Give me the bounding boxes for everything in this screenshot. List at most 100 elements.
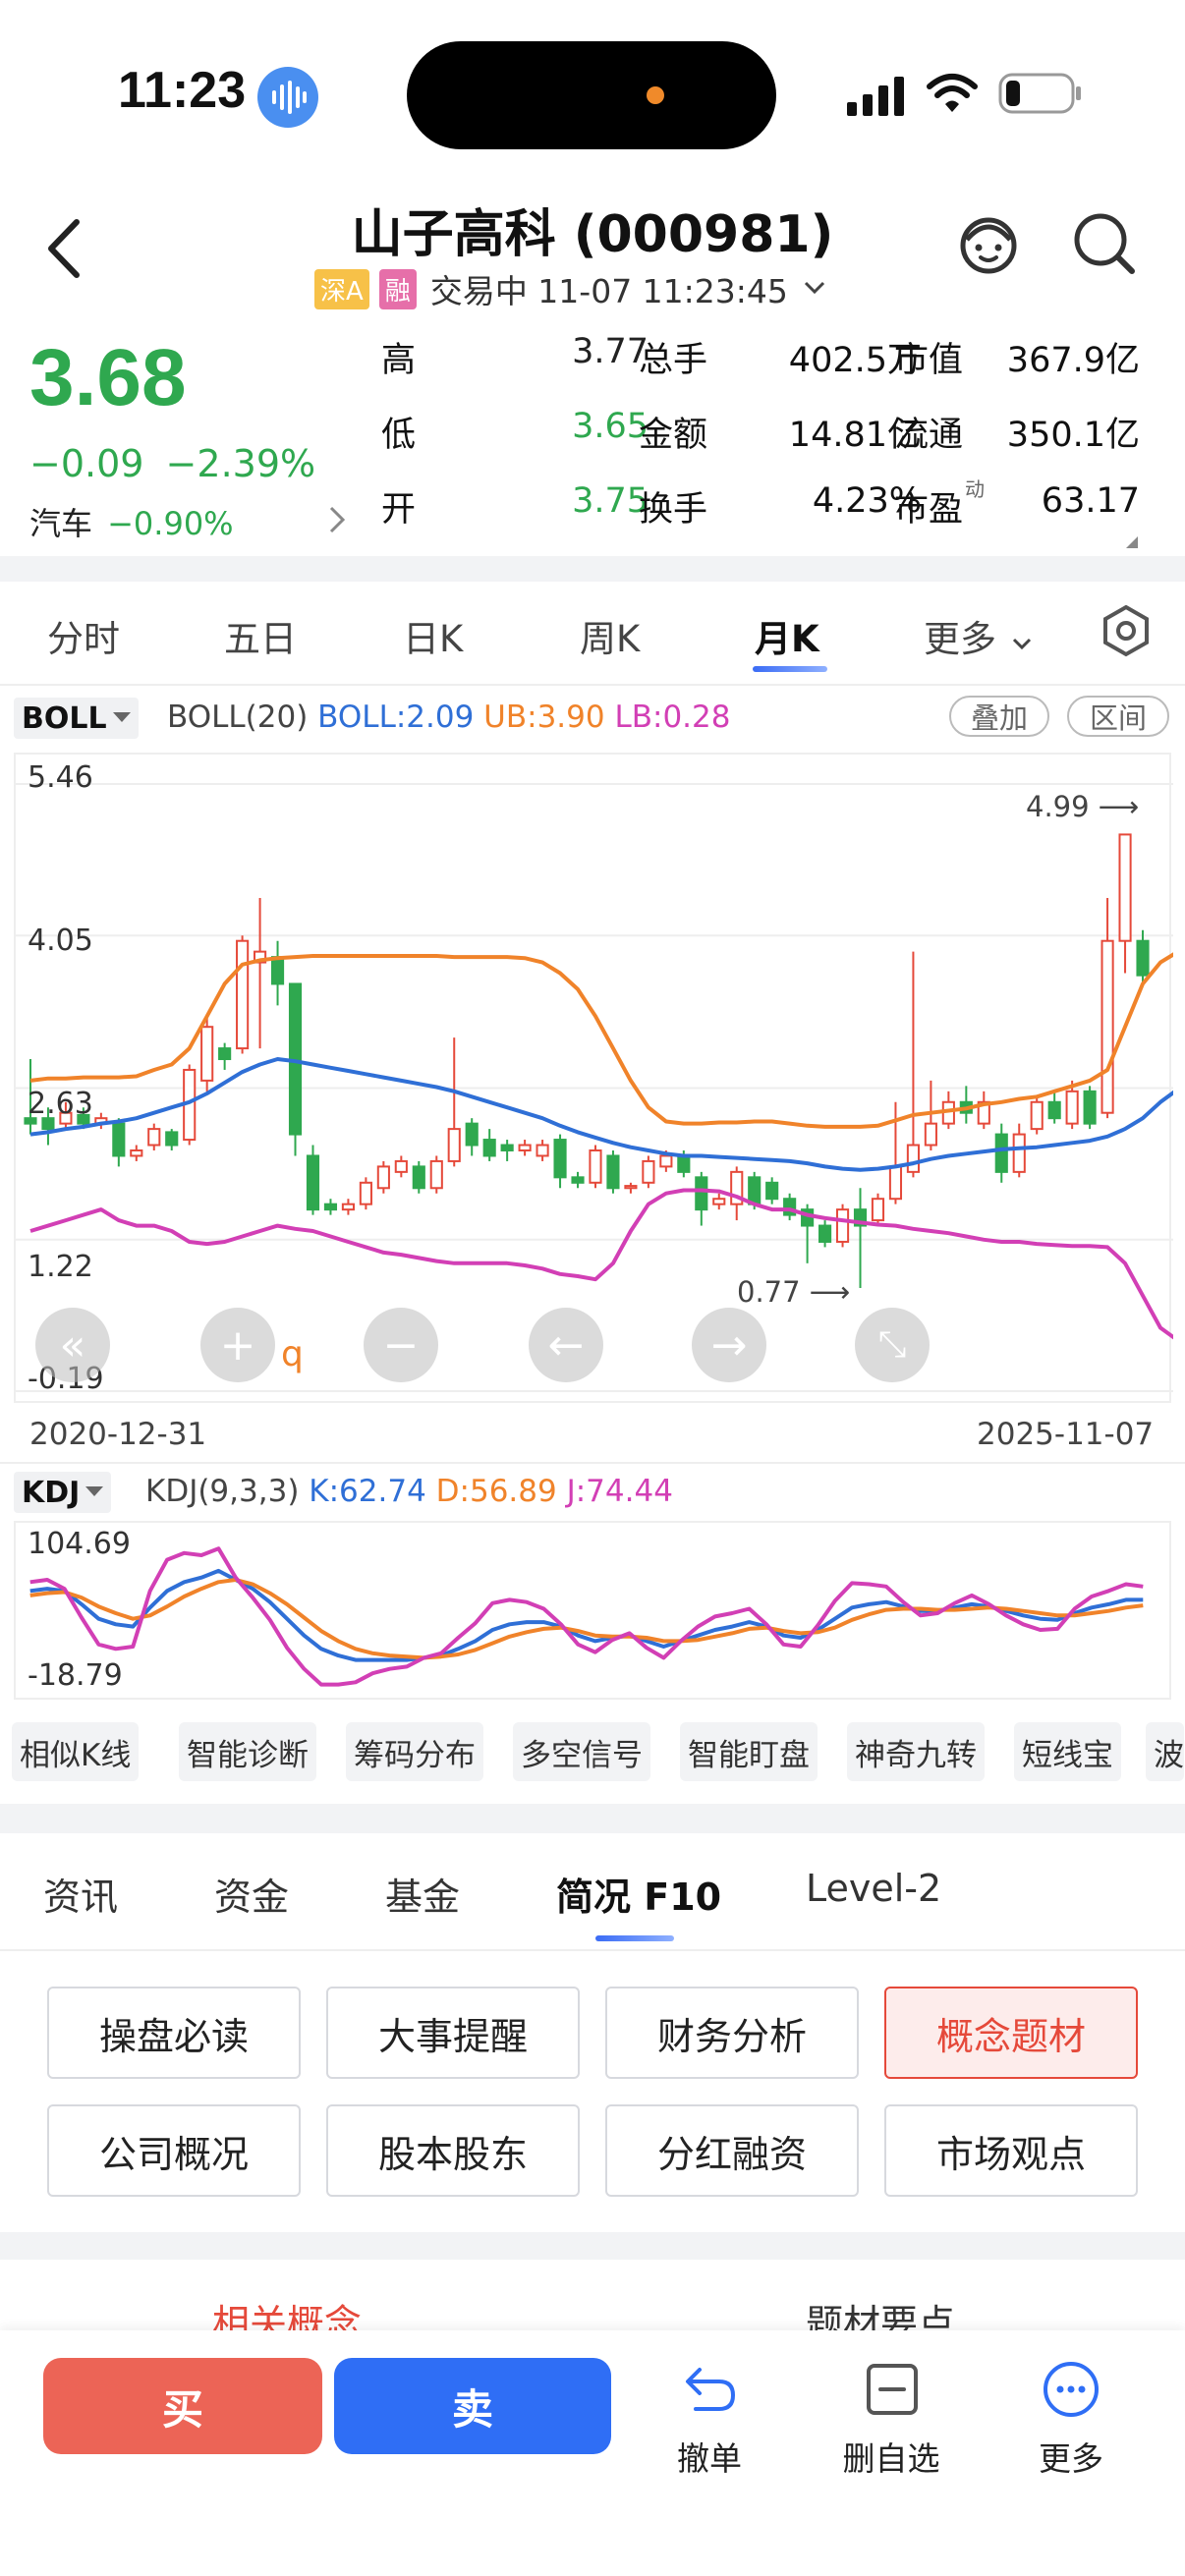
quote-table: 高 3.77 总手 402.5万 市值 367.9亿 低 3.65 金额 14.… xyxy=(381,332,1167,538)
quote-low: 3.65 xyxy=(572,407,649,446)
chevron-right-icon xyxy=(328,505,346,538)
zoom-out-button[interactable]: − xyxy=(364,1308,438,1382)
more-item[interactable]: 更多 xyxy=(1022,2352,1120,2490)
indicator-selector-kdj[interactable]: KDJ xyxy=(14,1472,112,1513)
tab-monthly-k[interactable]: 月K xyxy=(755,618,819,660)
robot-assistant-icon[interactable] xyxy=(955,210,1022,281)
cancel-order-label: 撤单 xyxy=(677,2439,742,2478)
tab-news[interactable]: 资讯 xyxy=(43,1876,119,1919)
low-marker: 0.77 ⟶ xyxy=(737,1275,850,1309)
remove-watchlist-item[interactable]: 删自选 xyxy=(827,2352,955,2490)
voice-icon xyxy=(257,67,318,128)
sector-link[interactable]: 汽车 −0.90% xyxy=(29,499,354,542)
tab-f10[interactable]: 简况 F10 xyxy=(556,1876,722,1919)
wifi-icon xyxy=(926,71,979,118)
candle-body xyxy=(165,1131,179,1147)
kdj-y-top: 104.69 xyxy=(28,1527,131,1561)
candle-body xyxy=(642,1159,655,1184)
quote-label: 高 xyxy=(381,341,417,380)
candle-body xyxy=(412,1165,425,1190)
candle-body xyxy=(465,1122,479,1147)
kline-chart[interactable]: 5.46 4.05 2.63 1.22 -0.19 4.99 ⟶ 0.77 ⟶ … xyxy=(14,753,1173,1403)
quote-market-cap: 367.9亿 xyxy=(1006,341,1140,380)
f10-shareholders[interactable]: 股本股东 xyxy=(326,2104,580,2197)
candle-body xyxy=(376,1165,390,1190)
dynamic-island xyxy=(407,41,776,149)
tab-intraday[interactable]: 分时 xyxy=(47,618,120,660)
tool-wave[interactable]: 波 xyxy=(1146,1722,1184,1781)
candle-body xyxy=(218,1047,232,1061)
tool-short-term[interactable]: 短线宝 xyxy=(1014,1722,1121,1781)
candle-body xyxy=(695,1176,708,1211)
fullscreen-button[interactable]: ⤡ xyxy=(855,1308,930,1382)
cancel-order-item[interactable]: 撤单 xyxy=(660,2352,759,2490)
candle-body xyxy=(888,1165,903,1201)
search-icon[interactable] xyxy=(1071,210,1138,281)
candle-body xyxy=(589,1148,602,1184)
boll-lb-value: LB:0.28 xyxy=(614,700,731,735)
candle-body xyxy=(677,1154,691,1173)
section-divider xyxy=(0,2232,1185,2260)
high-marker: 4.99 ⟶ xyxy=(1026,790,1139,823)
change-value: −0.09 xyxy=(29,442,144,485)
candle-body xyxy=(1047,1100,1061,1120)
section-divider xyxy=(0,556,1185,582)
candle-body xyxy=(571,1176,585,1184)
tool-smart-diagnosis[interactable]: 智能诊断 xyxy=(179,1722,316,1781)
kdj-chart[interactable]: 104.69 -18.79 xyxy=(14,1521,1171,1700)
kdj-line-d xyxy=(29,1578,1144,1660)
quote-float-cap: 350.1亿 xyxy=(1006,416,1140,455)
f10-events[interactable]: 大事提醒 xyxy=(326,1987,580,2079)
quote-label: 低 xyxy=(381,416,417,455)
back-button[interactable] xyxy=(39,214,94,283)
f10-concepts[interactable]: 概念题材 xyxy=(884,1987,1138,2079)
candle-body xyxy=(536,1144,549,1157)
f10-market-views[interactable]: 市场观点 xyxy=(884,2104,1138,2197)
tab-level2[interactable]: Level-2 xyxy=(806,1867,942,1910)
buy-button[interactable]: 买 xyxy=(43,2358,322,2454)
candle-body xyxy=(1136,939,1150,977)
overlay-button[interactable]: 叠加 xyxy=(949,696,1049,737)
quote-label: 金额 xyxy=(639,416,708,455)
zoom-in-button[interactable]: + xyxy=(200,1308,275,1382)
tool-chip-distribution[interactable]: 筹码分布 xyxy=(346,1722,483,1781)
tool-similar-kline[interactable]: 相似K线 xyxy=(12,1722,140,1781)
candle-body xyxy=(59,1111,73,1125)
tool-magic-nine[interactable]: 神奇九转 xyxy=(847,1722,985,1781)
candle-body xyxy=(1030,1100,1044,1131)
candle-body xyxy=(77,1113,90,1125)
f10-company-profile[interactable]: 公司概况 xyxy=(47,2104,301,2197)
tool-bull-bear-signal[interactable]: 多空信号 xyxy=(513,1722,650,1781)
f10-dividends[interactable]: 分红融资 xyxy=(605,2104,859,2197)
quote-label: 总手 xyxy=(639,341,708,380)
tab-five-day[interactable]: 五日 xyxy=(224,618,297,660)
candle-body xyxy=(341,1203,355,1211)
range-button[interactable]: 区间 xyxy=(1067,696,1169,737)
tab-daily-k[interactable]: 日K xyxy=(403,618,464,660)
indicator-selector-boll[interactable]: BOLL xyxy=(14,698,139,739)
q-label: q xyxy=(281,1334,304,1374)
pan-right-button[interactable]: → xyxy=(692,1308,766,1382)
kdj-k-value: K:62.74 xyxy=(309,1474,426,1509)
tab-weekly-k[interactable]: 周K xyxy=(580,618,641,660)
remove-watchlist-icon xyxy=(863,2360,922,2423)
boll-params: BOLL(20) xyxy=(167,700,309,735)
header-subtitle[interactable]: 深A 融 交易中 11-07 11:23:45 xyxy=(314,267,825,310)
rewind-control-button[interactable]: « xyxy=(35,1308,110,1382)
candle-body xyxy=(835,1208,850,1243)
pan-left-button[interactable]: ← xyxy=(529,1308,603,1382)
kdj-selector-label: KDJ xyxy=(22,1475,81,1510)
kline-svg xyxy=(16,783,1173,1392)
sell-button[interactable]: 卖 xyxy=(334,2358,611,2454)
kdj-j-value: J:74.44 xyxy=(566,1474,673,1509)
candle-body xyxy=(323,1203,338,1211)
tab-fund[interactable]: 基金 xyxy=(385,1876,461,1919)
chart-settings-icon[interactable] xyxy=(1099,603,1154,662)
candle-body xyxy=(482,1139,496,1157)
f10-trading-guide[interactable]: 操盘必读 xyxy=(47,1987,301,2079)
tab-more[interactable]: 更多 xyxy=(924,609,1032,662)
pe-superscript: 动 xyxy=(965,477,985,501)
tool-smart-watch[interactable]: 智能盯盘 xyxy=(680,1722,818,1781)
f10-financial-analysis[interactable]: 财务分析 xyxy=(605,1987,859,2079)
tab-funds-flow[interactable]: 资金 xyxy=(214,1876,290,1919)
